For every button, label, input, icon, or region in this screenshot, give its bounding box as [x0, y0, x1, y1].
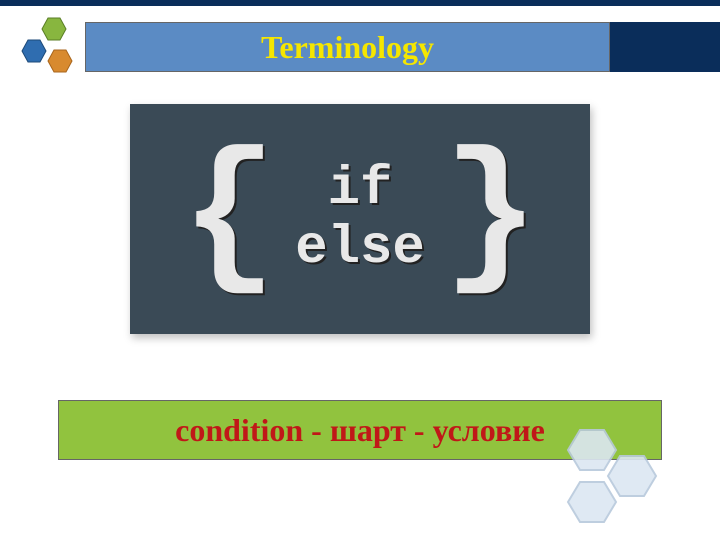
header-title-bar: Terminology [85, 22, 610, 72]
top-border-line [0, 0, 720, 6]
keyword-else: else [295, 219, 425, 278]
code-illustration-box: { if else } [130, 104, 590, 334]
hex-decor-bottom-right [520, 420, 690, 530]
header-dark-segment [610, 22, 720, 72]
brace-close: } [443, 139, 539, 299]
translation-text: condition - шарт - условие [175, 412, 545, 449]
code-keywords: if else [295, 160, 425, 279]
page-title: Terminology [261, 29, 434, 66]
header-bar: Terminology [85, 22, 720, 72]
brace-open: { [181, 139, 277, 299]
hex-green [42, 18, 66, 40]
hex-blue [22, 40, 46, 62]
keyword-if: if [328, 160, 393, 219]
code-content: { if else } [181, 139, 539, 299]
hex-orange [48, 50, 72, 72]
